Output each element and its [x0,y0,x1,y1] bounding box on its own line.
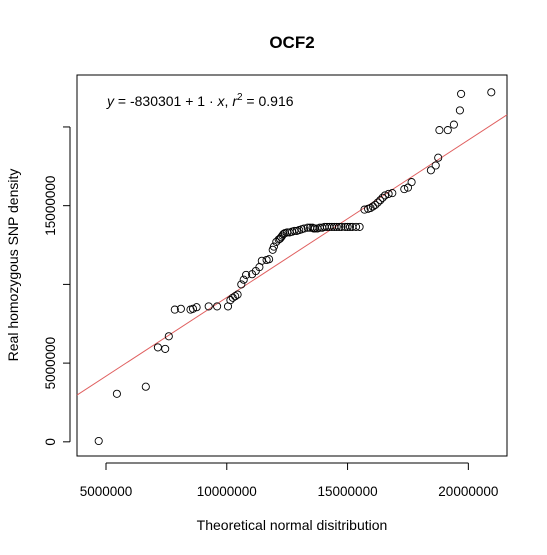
data-point [237,280,246,289]
data-point [434,153,443,162]
annot-sep: , [225,93,233,109]
data-point [226,296,235,305]
data-point [242,270,251,279]
annot-r: r [232,93,238,109]
data-point [94,436,103,446]
data-point [192,303,201,312]
data-point [239,275,248,284]
data-point [170,305,179,314]
data-point [213,302,222,311]
x-ticks: 5000000 10000000 15000000 20000000 [80,463,498,499]
annot-y: y [106,93,115,109]
data-point [231,292,240,301]
x-tick-label: 10000000 [197,484,257,499]
data-point [188,304,198,313]
y-tick-label: 15000000 [43,176,58,236]
data-point [380,191,390,200]
data-points [94,88,496,446]
data-point [337,222,346,231]
data-point [371,200,380,209]
data-point [457,89,466,98]
plot-area-frame [76,74,508,457]
data-point [161,344,170,353]
data-point [455,106,464,115]
data-point [487,88,496,97]
data-point [335,222,344,231]
data-point [378,193,387,202]
data-point [112,389,121,398]
data-point [345,222,355,231]
data-point [176,304,185,313]
y-axis-label: Real homozygous SNP density [5,169,21,362]
data-point [343,222,352,231]
data-point [449,120,458,129]
data-point [373,198,382,207]
data-point [355,222,364,231]
data-point [360,205,369,214]
data-point [233,290,242,299]
data-point [407,178,416,187]
data-point [153,343,162,352]
chart-title: OCF2 [269,33,314,52]
annot-x: x [217,93,226,109]
data-point [384,189,393,198]
data-point [279,229,288,239]
data-point [300,224,309,233]
data-point [426,166,435,175]
data-point [265,255,274,264]
data-point [332,222,341,231]
x-axis-label: Theoretical normal disitribution [197,517,388,533]
fit-line-layer [76,114,508,396]
regression-annotation: y = -830301 + 1 · x, r2 = 0.916 [106,92,294,109]
data-point [376,196,385,205]
y-axis: 0 5000000 15000000 [43,126,71,446]
data-point [351,222,361,231]
data-point [164,332,173,341]
y-ticks: 0 5000000 15000000 [43,126,70,446]
data-point [443,126,452,135]
regression-line [76,114,508,396]
annot-r-squared-exponent: 2 [237,92,243,103]
x-tick-label: 15000000 [318,484,378,499]
data-point [435,126,444,135]
y-tick-label: 0 [43,438,58,446]
y-tick-label: 5000000 [43,337,58,390]
data-point [400,185,409,194]
data-point [368,202,377,211]
annot-r-squared-value: = 0.916 [243,93,294,109]
data-point [403,183,413,192]
data-point [431,161,440,170]
data-point [204,302,213,311]
data-point [388,189,397,198]
x-tick-label: 20000000 [438,484,498,499]
data-point [269,242,278,251]
data-point [141,382,150,391]
x-axis: 5000000 10000000 15000000 20000000 [80,462,498,499]
x-tick-label: 5000000 [80,484,133,499]
annot-equation: = -830301 + 1 · [114,93,218,109]
